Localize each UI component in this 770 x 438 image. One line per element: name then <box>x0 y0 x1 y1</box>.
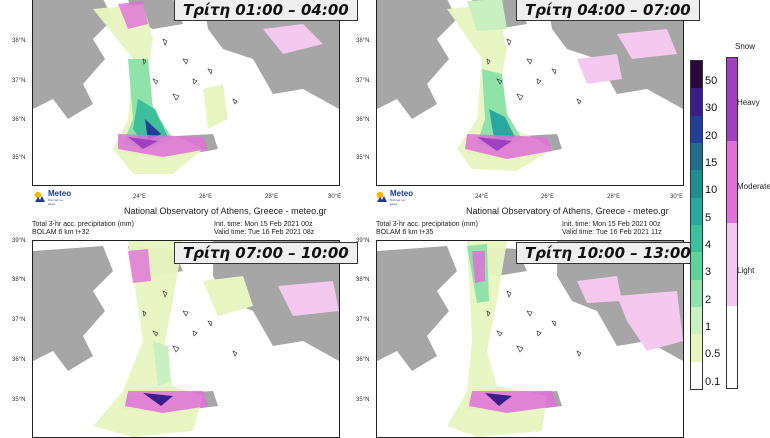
header-valid-time: Valid time: Tue 16 Feb 2021 08z <box>214 229 315 236</box>
lon-label: 30°E <box>328 194 342 200</box>
snow-label-heavy: Heavy <box>737 98 760 107</box>
colorbar-label: 1 <box>705 321 712 334</box>
colorbar-label: 3 <box>705 266 712 279</box>
snow-colorbar-segment <box>727 223 737 306</box>
snow-label-moderate: Moderate <box>737 182 770 191</box>
colorbar-label: 30 <box>705 102 718 115</box>
colorbar-label: 10 <box>705 184 718 197</box>
header-right: Init. time: Mon 15 Feb 2021 00z Valid ti… <box>562 221 662 237</box>
precipitation-colorbar <box>690 60 703 390</box>
precipitation-map <box>33 0 339 174</box>
colorbar-label: 0.5 <box>705 348 721 361</box>
footer-credit: National Observatory of Athens, Greece -… <box>466 206 669 216</box>
header-init-time: Init. time: Mon 15 Feb 2021 00z <box>214 221 313 228</box>
lat-label: 35°N <box>356 397 370 403</box>
map-area <box>32 240 340 438</box>
lat-label: 36°N <box>12 357 26 363</box>
colorbar-segment <box>691 61 702 89</box>
header-model: BOLAM 6 km t+35 <box>376 229 434 236</box>
lon-label: 28°E <box>607 194 621 200</box>
lat-label: 38°N <box>12 277 26 283</box>
colorbar-label: 50 <box>705 75 718 88</box>
header-product: Total 3-hr acc. precipitation (mm) <box>32 221 134 228</box>
header-left: Total 3-hr acc. precipitation (mm) BOLAM… <box>32 221 134 237</box>
colorbar-label: 4 <box>705 239 712 252</box>
colorbar-segment <box>691 334 702 362</box>
lon-label: 24°E <box>133 194 147 200</box>
map-panel-4: Total 3-hr acc. precipitation (mm) BOLAM… <box>350 218 700 438</box>
header-left: Total 3-hr acc. precipitation (mm) BOLAM… <box>376 221 478 237</box>
lat-label: 37°N <box>356 78 370 84</box>
lat-label: 37°N <box>12 317 26 323</box>
lat-label: 39°N <box>356 238 370 244</box>
header-model: BOLAM 6 km t+32 <box>32 229 90 236</box>
logo-name: Meteo <box>390 189 414 198</box>
map-area <box>376 240 684 438</box>
time-range-label: Τρίτη 07:00 – 10:00 <box>174 242 358 264</box>
lon-label: 28°E <box>265 194 279 200</box>
snow-colorbar <box>726 57 738 389</box>
map-area <box>376 0 684 186</box>
colorbar-label: 15 <box>705 157 718 170</box>
lat-label: 38°N <box>356 38 370 44</box>
logo-tagline: Όλα για τον καιρό <box>48 198 64 206</box>
snow-colorbar-segment <box>727 140 737 223</box>
lat-label: 35°N <box>12 397 26 403</box>
colorbar-segment <box>691 307 702 335</box>
snow-label-light: Light <box>737 266 755 275</box>
colorbar-segment <box>691 279 702 307</box>
colorbar-label: 0.1 <box>705 375 721 388</box>
lon-label: 26°E <box>199 194 213 200</box>
precipitation-map <box>377 0 683 171</box>
colorbar-label: 5 <box>705 211 712 224</box>
time-range-label: Τρίτη 10:00 – 13:00 <box>516 242 700 264</box>
lat-label: 38°N <box>12 38 26 44</box>
header-valid-time: Valid time: Tue 16 Feb 2021 11z <box>562 229 662 236</box>
time-range-label: Τρίτη 01:00 – 04:00 <box>174 0 358 21</box>
precipitation-map <box>33 241 339 437</box>
header-right: Init. time: Mon 15 Feb 2021 00z Valid ti… <box>214 221 314 237</box>
lat-label: 36°N <box>356 117 370 123</box>
meteo-logo: Meteo Όλα για τον καιρό <box>376 188 414 208</box>
precipitation-map <box>377 241 683 437</box>
colorbar-segment <box>691 115 702 143</box>
map-area <box>32 0 340 186</box>
colorbar-segment <box>691 252 702 280</box>
colorbar-segment <box>691 197 702 225</box>
lon-label: 30°E <box>670 194 684 200</box>
meteo-logo: Meteo Όλα για τον καιρό <box>34 188 72 208</box>
colorbar-segment <box>691 225 702 253</box>
lat-label: 35°N <box>356 155 370 161</box>
colorbar-segment <box>691 143 702 171</box>
lat-label: 39°N <box>12 238 26 244</box>
meteo-logo-icon <box>34 190 46 202</box>
colorbar-label: 20 <box>705 129 718 142</box>
lat-label: 38°N <box>356 277 370 283</box>
lon-label: 24°E <box>475 194 489 200</box>
lat-label: 36°N <box>12 117 26 123</box>
time-range-label: Τρίτη 04:00 – 07:00 <box>516 0 700 21</box>
snow-colorbar-segment <box>727 58 737 141</box>
meteo-logo-icon <box>376 190 388 202</box>
footer-credit: National Observatory of Athens, Greece -… <box>124 206 327 216</box>
logo-name: Meteo <box>48 189 72 198</box>
lat-label: 36°N <box>356 357 370 363</box>
map-panel-1: Τρίτη 01:00 – 04:00 38°N 37°N 36°N 35°N … <box>0 0 358 218</box>
header-product: Total 3-hr acc. precipitation (mm) <box>376 221 478 228</box>
snow-colorbar-segment <box>727 305 737 388</box>
colorbar-segment <box>691 361 702 389</box>
snow-colorbar-title: Snow <box>735 42 756 51</box>
lat-label: 37°N <box>356 317 370 323</box>
colorbar-segment <box>691 88 702 116</box>
lon-label: 26°E <box>541 194 555 200</box>
colorbar-label: 2 <box>705 293 712 306</box>
header-init-time: Init. time: Mon 15 Feb 2021 00z <box>562 221 661 228</box>
map-panel-3: Total 3-hr acc. precipitation (mm) BOLAM… <box>0 218 358 438</box>
colorbar-segment <box>691 170 702 198</box>
lat-label: 37°N <box>12 78 26 84</box>
map-panel-2: Τρίτη 04:00 – 07:00 38°N 37°N 36°N 35°N … <box>350 0 700 218</box>
logo-tagline: Όλα για τον καιρό <box>390 198 406 206</box>
lat-label: 35°N <box>12 155 26 161</box>
